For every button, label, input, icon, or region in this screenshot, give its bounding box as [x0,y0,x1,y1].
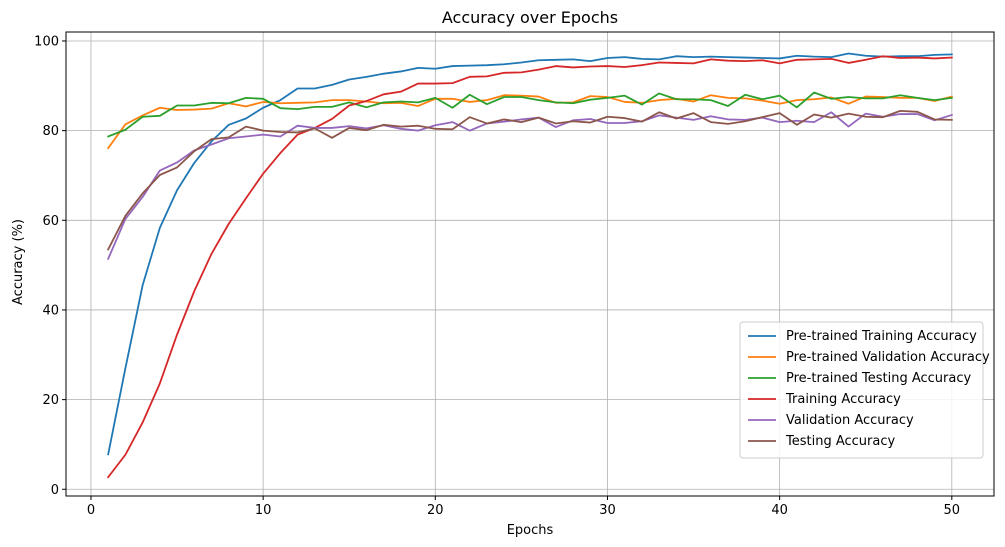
x-tick-label: 50 [944,503,961,518]
chart-title: Accuracy over Epochs [442,8,618,27]
legend-box [739,321,984,459]
x-axis-label: Epochs [507,523,554,538]
grid-lines [66,32,994,496]
legend-entry-label: Pre-trained Testing Accuracy [786,371,971,386]
x-tick-label: 20 [427,503,444,518]
series-line-pre-trained-testing-accuracy [107,91,953,138]
series-line-pre-trained-training-accuracy [107,52,953,456]
plot-area-frame [65,31,995,497]
y-tick-label: 100 [34,34,59,49]
x-tick-label: 0 [87,503,95,518]
legend-entry-label: Validation Accuracy [786,413,914,428]
series-line-validation-accuracy [106,111,953,261]
series-line-testing-accuracy [106,110,953,251]
legend-entry-label: Testing Accuracy [785,434,895,449]
series-line-training-accuracy [106,55,953,479]
series-line-pre-trained-validation-accuracy [106,94,953,150]
legend-entry-label: Training Accuracy [785,392,901,407]
y-tick-label: 80 [42,124,59,139]
x-tick-label: 10 [255,503,272,518]
legend-entry-label: Pre-trained Training Accuracy [786,329,977,344]
y-tick-label: 0 [51,483,59,498]
x-tick-label: 30 [599,503,616,518]
legend: Pre-trained Training Accuracy Pre-trained… [739,321,990,459]
y-tick-label: 40 [42,303,59,318]
y-tick-label: 20 [42,393,59,408]
y-tick-label: 60 [42,214,59,229]
axis-ticks: 0 10 20 30 40 50 0 20 40 60 80 100 [34,34,960,518]
legend-entry-label: Pre-trained Validation Accuracy [786,350,990,365]
y-axis-label: Accuracy (%) [11,219,26,305]
data-series [106,52,953,479]
x-tick-label: 40 [771,503,788,518]
